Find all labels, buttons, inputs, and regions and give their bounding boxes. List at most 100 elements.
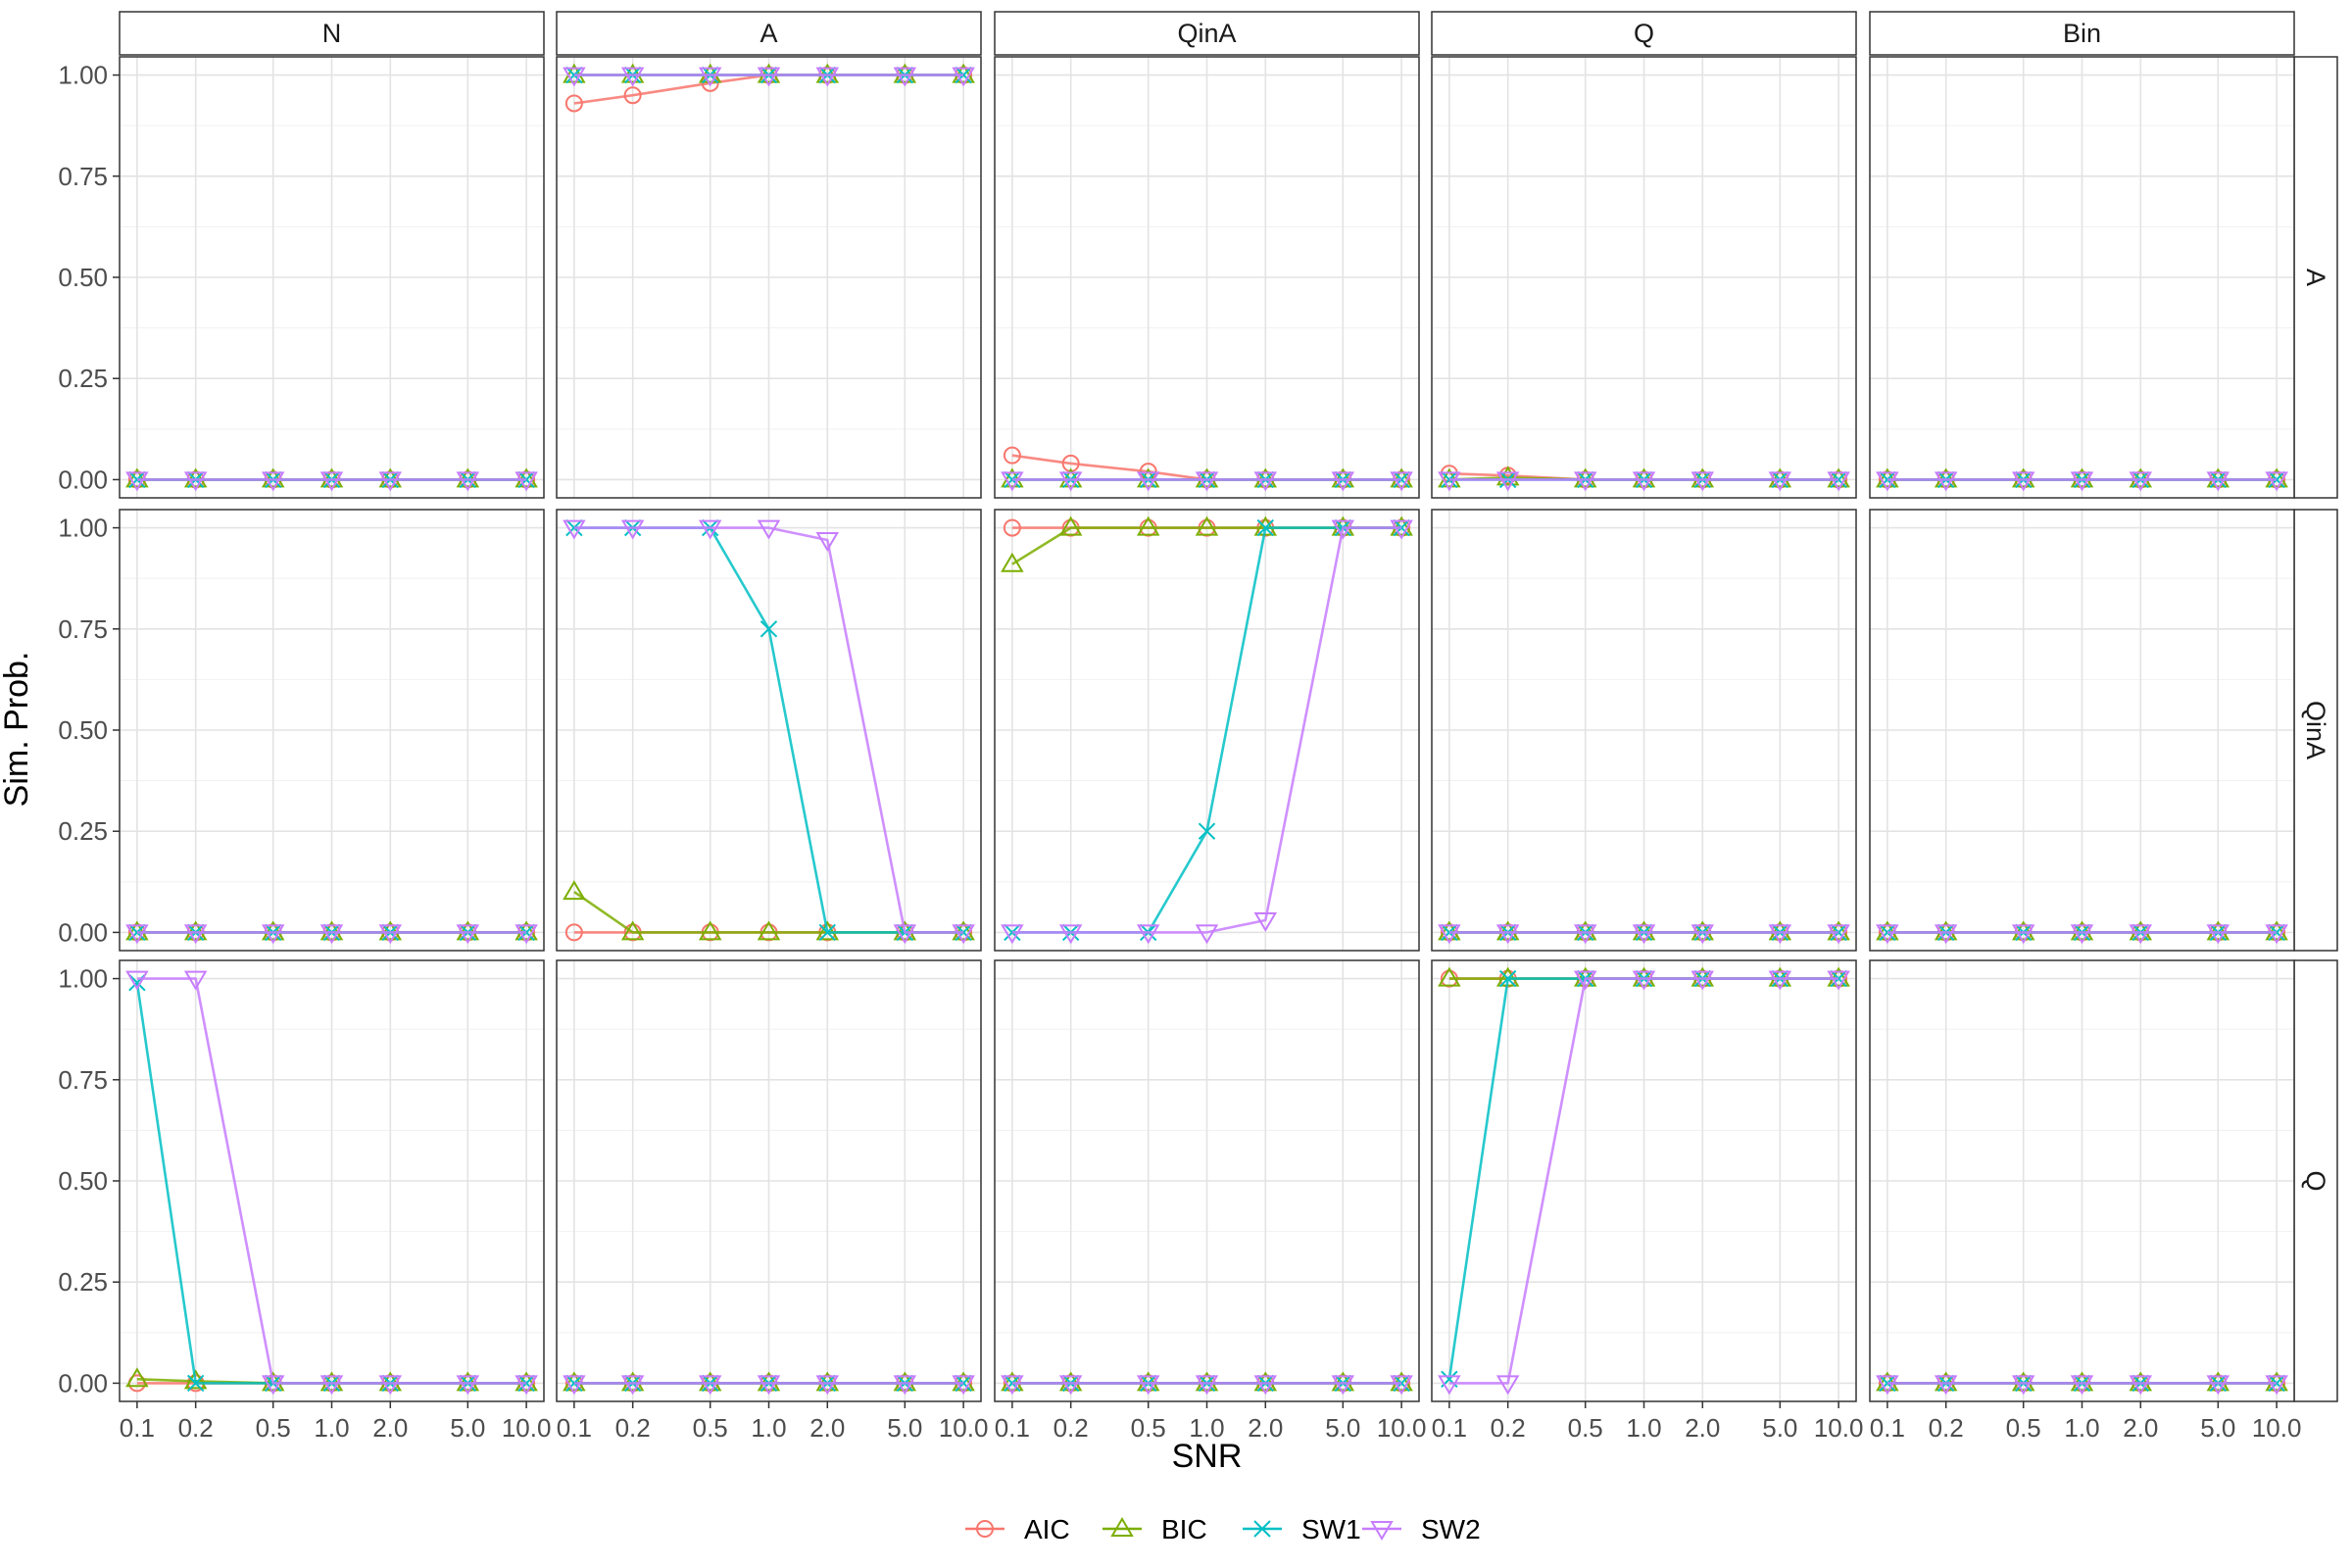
- data-point: [1573, 467, 1597, 488]
- data-point: [456, 1371, 480, 1392]
- data-point: [952, 924, 975, 945]
- x-axis-bin: 0.1 0.2 0.5 1.0 2.0 5.0 10.0: [1870, 1401, 2302, 1443]
- data-point: [1768, 467, 1792, 488]
- strip-background: [556, 11, 982, 56]
- data-point: [2129, 1371, 2153, 1392]
- data-point: [186, 1374, 205, 1393]
- data-point: [1632, 920, 1656, 941]
- x-tick-label: 5.0: [1762, 1413, 1797, 1443]
- panel-a-bin: [1869, 56, 2295, 499]
- data-point: [952, 920, 975, 941]
- data-point: [1495, 471, 1520, 492]
- series-sw2: [1876, 471, 2288, 492]
- data-point: [1934, 1375, 1958, 1396]
- x-tick-label: 10.0: [1814, 1413, 1864, 1443]
- data-point: [565, 518, 583, 537]
- data-point: [563, 67, 586, 87]
- data-point: [620, 1371, 645, 1392]
- data-point: [2011, 1371, 2035, 1392]
- series-sw2: [1001, 519, 1413, 945]
- panel-q-bin: [1869, 959, 2295, 1402]
- y-tick-label: 0.75: [58, 614, 108, 644]
- data-point: [1195, 471, 1219, 492]
- data-point: [815, 920, 840, 941]
- data-point: [183, 471, 208, 492]
- data-point: [1198, 822, 1216, 840]
- data-point: [1393, 1374, 1410, 1393]
- data-point: [1768, 966, 1792, 987]
- data-point: [2011, 471, 2035, 492]
- y-axis-a: 0.00 0.25 0.50 0.75 1.00: [58, 61, 120, 494]
- data-point: [1393, 518, 1410, 537]
- data-point: [1632, 970, 1656, 991]
- data-point: [125, 467, 149, 488]
- data-point: [2206, 920, 2230, 941]
- data-point: [1003, 446, 1021, 465]
- data-point: [1573, 966, 1597, 987]
- y-axis-qina: 0.00 0.25 0.50 0.75 1.00: [58, 514, 120, 947]
- data-point: [1331, 519, 1355, 540]
- y-tick-label: 0.50: [58, 715, 108, 745]
- x-tick-label: 10.0: [2252, 1413, 2302, 1443]
- data-point: [125, 924, 149, 945]
- series-sw2: [1438, 471, 1850, 492]
- data-point: [1632, 471, 1656, 492]
- data-point: [623, 86, 642, 105]
- data-point: [1136, 924, 1160, 945]
- data-point: [893, 924, 917, 945]
- data-point: [2265, 924, 2288, 945]
- panel-qina-qina: [994, 509, 1420, 952]
- data-point: [1934, 920, 1958, 941]
- series-sw2: [125, 924, 538, 945]
- data-point: [1438, 920, 1461, 941]
- strip-background: [1869, 11, 2295, 56]
- data-point: [955, 923, 972, 942]
- data-point: [1690, 920, 1715, 941]
- x-tick-label: 1.0: [314, 1413, 349, 1443]
- data-point: [1934, 924, 1958, 945]
- data-point: [1331, 471, 1355, 492]
- data-point: [2011, 920, 2035, 941]
- data-point: [514, 471, 538, 492]
- data-point: [1827, 920, 1850, 941]
- panel-a-qina: [994, 56, 1420, 499]
- strip-background: [994, 11, 1420, 56]
- data-point: [893, 920, 917, 941]
- panel-border: [1869, 56, 2295, 499]
- data-point: [1253, 1371, 1278, 1392]
- data-point: [1331, 515, 1355, 536]
- data-point: [514, 1375, 538, 1396]
- data-point: [2206, 1371, 2230, 1392]
- data-point: [757, 67, 781, 87]
- x-tick-label: 1.0: [2064, 1413, 2099, 1443]
- strip-background: [2293, 509, 2338, 952]
- data-point: [319, 467, 344, 488]
- data-point: [1001, 1375, 1024, 1396]
- data-point: [1768, 924, 1792, 945]
- x-tick-label: 0.1: [120, 1413, 155, 1443]
- strip-label: A: [2301, 269, 2330, 286]
- data-point: [1438, 467, 1461, 488]
- legend-label: SW1: [1301, 1514, 1361, 1544]
- strip-background: [119, 11, 545, 56]
- data-point: [893, 63, 917, 83]
- x-tick-label: 5.0: [450, 1413, 485, 1443]
- data-point: [1331, 1371, 1355, 1392]
- panel-q-a: [556, 959, 982, 1402]
- data-point: [2265, 471, 2288, 492]
- data-point: [2129, 1375, 2153, 1396]
- data-point: [760, 620, 778, 638]
- data-point: [261, 467, 285, 488]
- x-tick-label: 0.1: [995, 1413, 1030, 1443]
- legend-label: AIC: [1024, 1514, 1070, 1544]
- strip-background: [1431, 11, 1857, 56]
- data-point: [1573, 471, 1597, 492]
- data-point: [1495, 466, 1520, 486]
- data-point: [757, 63, 781, 83]
- series-line: [1448, 977, 1839, 1385]
- data-point: [1690, 966, 1715, 987]
- series-sw2: [1438, 924, 1850, 945]
- panel-border: [994, 56, 1420, 499]
- data-point: [1195, 467, 1219, 488]
- data-point: [1001, 924, 1024, 945]
